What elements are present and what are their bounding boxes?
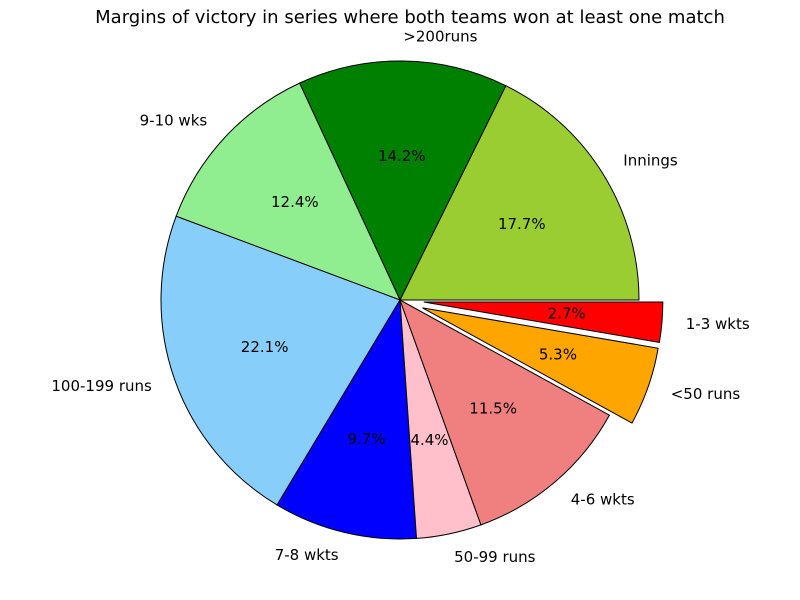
pie-wedge (175, 82, 401, 301)
pie-wedge (399, 298, 611, 526)
pie-wedge (160, 215, 401, 506)
percent-label: 12.4% (271, 193, 319, 211)
category-label: 7-8 wkts (275, 546, 339, 564)
percent-label: 2.7% (548, 305, 586, 323)
percent-label: 11.5% (469, 400, 517, 418)
pie-wedge (276, 298, 418, 540)
percent-label: 14.2% (378, 147, 426, 165)
percent-label: 17.7% (498, 215, 546, 233)
category-label: 1-3 wkts (686, 315, 750, 333)
percent-label: 9.7% (347, 430, 385, 448)
percent-label: 22.1% (241, 338, 289, 356)
chart-title: Margins of victory in series where both … (95, 7, 725, 28)
category-label: 4-6 wkts (571, 490, 635, 508)
category-label: >200runs (403, 28, 477, 46)
percent-label: 5.3% (539, 346, 577, 364)
category-label: 9-10 wks (140, 112, 208, 130)
pie-wedge (298, 60, 507, 302)
pie-wedge (423, 301, 664, 343)
pie-wedge (399, 85, 640, 301)
category-label: 50-99 runs (454, 548, 536, 566)
percent-label: 4.4% (410, 431, 448, 449)
category-label: Innings (623, 152, 678, 170)
pie-wedge (422, 307, 659, 424)
category-label: <50 runs (671, 385, 741, 403)
category-label: 100-199 runs (51, 377, 152, 395)
